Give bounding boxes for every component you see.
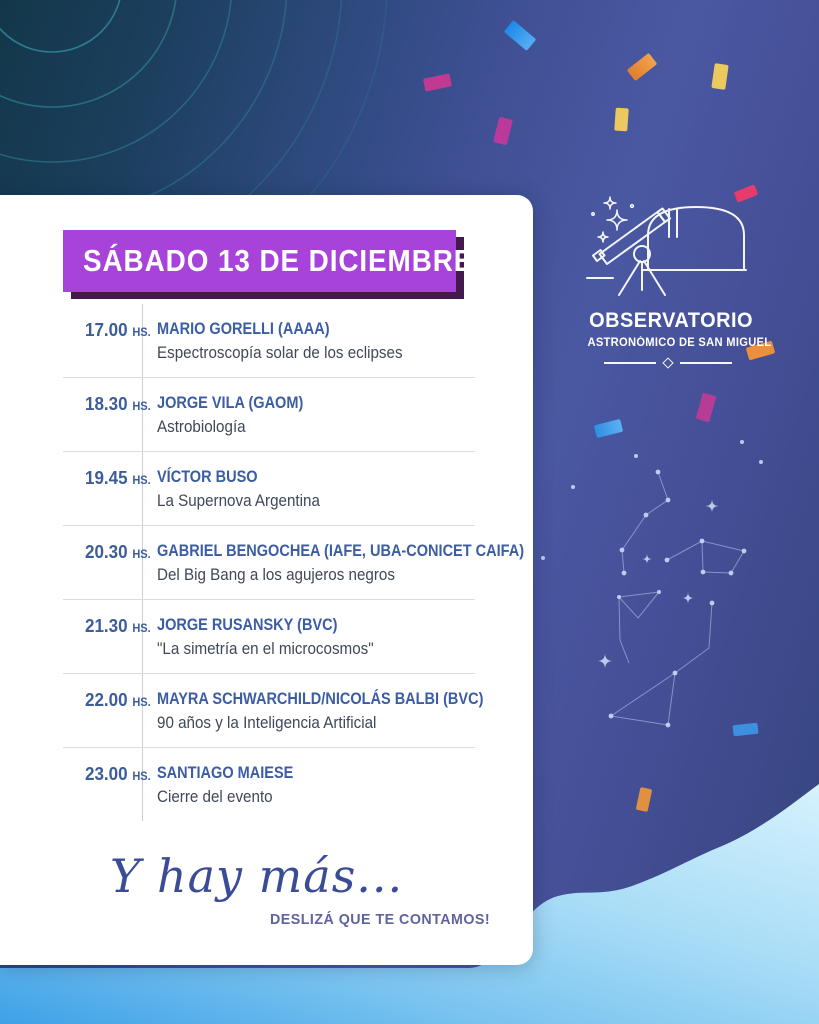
time-cell: 22.00 HS.: [63, 674, 151, 747]
time-unit: HS.: [132, 695, 151, 709]
confetti: [503, 20, 537, 51]
schedule-row: 18.30 HS. JORGE VILA (GAOM) Astrobiologí…: [63, 378, 475, 452]
footer: Y hay más... DESLIZÁ QUE TE CONTAMOS!: [110, 849, 533, 929]
schedule-row: 23.00 HS. SANTIAGO MAIESE Cierre del eve…: [63, 748, 475, 821]
time-cell: 18.30 HS.: [63, 378, 151, 451]
logo-divider: [585, 357, 750, 369]
diamond-icon: [661, 357, 674, 369]
time-unit: HS.: [132, 621, 151, 635]
talk-cell: MAYRA SCHWARCHILD/NICOLÁS BALBI (BVC) 90…: [143, 674, 528, 747]
time-unit: HS.: [132, 769, 151, 783]
time-unit: HS.: [132, 325, 151, 339]
talk-topic: Espectroscopía solar de los eclipses: [157, 344, 403, 362]
confetti: [593, 418, 624, 439]
talk-topic: Cierre del evento: [157, 788, 273, 806]
speaker-name: JORGE VILA (GAOM): [157, 394, 304, 412]
speaker-name: SANTIAGO MAIESE: [157, 764, 294, 782]
time-unit: HS.: [132, 547, 151, 561]
confetti: [626, 52, 658, 82]
schedule-row: 22.00 HS. MAYRA SCHWARCHILD/NICOLÁS BALB…: [63, 674, 483, 748]
talk-cell: JORGE RUSANSKY (BVC) "La simetría en el …: [143, 600, 392, 673]
time-value: 22.00: [85, 689, 128, 710]
logo-subtitle: ASTRONÓMICO DE SAN MIGUEL: [587, 337, 772, 349]
logo-title: OBSERVATORIO: [589, 309, 753, 332]
talk-topic: "La simetría en el microcosmos": [157, 640, 374, 658]
talk-topic: Del Big Bang a los agujeros negros: [157, 566, 395, 584]
speaker-name: VÍCTOR BUSO: [157, 468, 258, 486]
date-banner-label: SÁBADO 13 DE DICIEMBRE: [83, 243, 474, 278]
time-value: 23.00: [85, 763, 128, 784]
time-value: 17.00: [85, 319, 128, 340]
telescope-dome-icon: [586, 196, 747, 296]
talk-topic: 90 años y la Inteligencia Artificial: [157, 714, 377, 732]
confetti: [732, 722, 759, 737]
talk-cell: GABRIEL BENGOCHEA (IAFE, UBA-CONICET CAI…: [143, 526, 574, 599]
time-value: 18.30: [85, 393, 128, 414]
schedule-row: 19.45 HS. VÍCTOR BUSO La Supernova Argen…: [63, 452, 475, 526]
sparkle-icons: [591, 196, 635, 243]
time-unit: HS.: [132, 399, 151, 413]
time-cell: 17.00 HS.: [63, 304, 151, 377]
schedule-list: 17.00 HS. MARIO GORELLI (AAAA) Espectros…: [63, 304, 524, 821]
schedule-row: 17.00 HS. MARIO GORELLI (AAAA) Espectros…: [63, 304, 475, 378]
talk-cell: MARIO GORELLI (AAAA) Espectroscopía sola…: [143, 304, 424, 377]
time-cell: 21.30 HS.: [63, 600, 151, 673]
confetti: [422, 73, 453, 92]
schedule-row: 20.30 HS. GABRIEL BENGOCHEA (IAFE, UBA-C…: [63, 526, 524, 600]
time-cell: 19.45 HS.: [63, 452, 151, 525]
schedule-row: 21.30 HS. JORGE RUSANSKY (BVC) "La simet…: [63, 600, 475, 674]
time-value: 19.45: [85, 467, 128, 488]
time-value: 20.30: [85, 541, 128, 562]
time-cell: 23.00 HS.: [63, 748, 151, 821]
speaker-name: JORGE RUSANSKY (BVC): [157, 616, 338, 634]
confetti: [635, 787, 653, 812]
talk-cell: VÍCTOR BUSO La Supernova Argentina: [143, 452, 334, 525]
time-value: 21.30: [85, 615, 128, 636]
talk-topic: Astrobiología: [157, 418, 246, 436]
talk-cell: SANTIAGO MAIESE Cierre del evento: [143, 748, 312, 821]
teaser-text: Y hay más...: [110, 849, 404, 903]
confetti: [711, 63, 729, 90]
swipe-cta-text: DESLIZÁ QUE TE CONTAMOS!: [270, 911, 491, 928]
sparkle-icons: [597, 499, 719, 669]
time-cell: 20.30 HS.: [63, 526, 151, 599]
talk-cell: JORGE VILA (GAOM) Astrobiología: [143, 378, 323, 451]
speaker-name: MAYRA SCHWARCHILD/NICOLÁS BALBI (BVC): [157, 690, 484, 708]
confetti: [614, 107, 629, 132]
talk-topic: La Supernova Argentina: [157, 492, 320, 510]
speaker-name: MARIO GORELLI (AAAA): [157, 320, 330, 338]
confetti: [493, 116, 513, 146]
confetti: [695, 392, 717, 423]
observatory-logo: OBSERVATORIO ASTRONÓMICO DE SAN MIGUEL: [585, 190, 772, 369]
time-unit: HS.: [132, 473, 151, 487]
speaker-name: GABRIEL BENGOCHEA (IAFE, UBA-CONICET CAI…: [157, 542, 525, 560]
schedule-card: SÁBADO 13 DE DICIEMBRE 17.00 HS. MARIO G…: [0, 195, 533, 965]
date-banner: SÁBADO 13 DE DICIEMBRE: [63, 230, 472, 292]
